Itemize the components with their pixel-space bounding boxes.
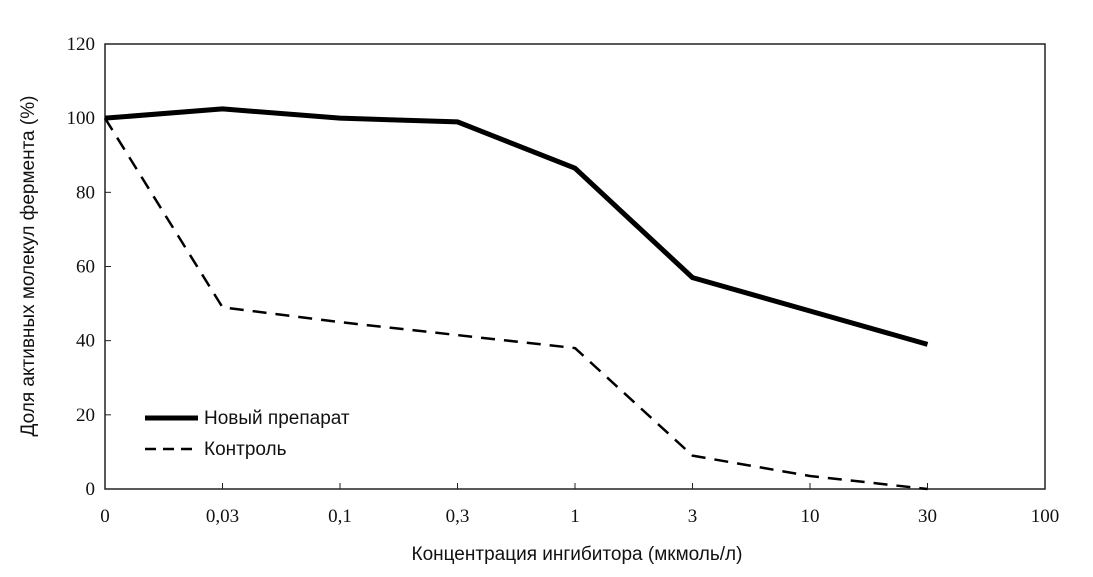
x-tick-label: 0,1 bbox=[328, 506, 352, 527]
x-axis-label: Концентрация ингибитора (мкмоль/л) bbox=[412, 544, 743, 565]
x-tick-label: 0,3 bbox=[446, 506, 470, 527]
legend-label-new-drug: Новый препарат bbox=[204, 408, 350, 429]
legend: Новый препарат Контроль bbox=[145, 408, 350, 460]
y-tick-label: 100 bbox=[67, 108, 96, 129]
y-tick-label: 60 bbox=[76, 257, 95, 278]
x-tick-label: 0 bbox=[100, 506, 110, 527]
x-tick-label: 100 bbox=[1031, 506, 1060, 527]
y-tick-label: 20 bbox=[76, 405, 95, 426]
x-tick-label: 30 bbox=[918, 506, 937, 527]
y-tick-label: 0 bbox=[86, 479, 96, 500]
y-tick-label: 80 bbox=[76, 182, 95, 203]
x-tick-label: 1 bbox=[570, 506, 580, 527]
x-tick-label: 10 bbox=[801, 506, 820, 527]
x-tick-label: 0,03 bbox=[206, 506, 239, 527]
legend-label-control: Контроль bbox=[204, 439, 287, 460]
x-tick-label: 3 bbox=[688, 506, 698, 527]
y-axis-label: Доля активных молекул фермента (%) bbox=[18, 96, 39, 437]
series-line-control bbox=[103, 117, 928, 491]
y-tick-label: 40 bbox=[76, 331, 95, 352]
series-line-new-drug bbox=[104, 106, 929, 347]
y-tick-label: 120 bbox=[67, 34, 96, 55]
